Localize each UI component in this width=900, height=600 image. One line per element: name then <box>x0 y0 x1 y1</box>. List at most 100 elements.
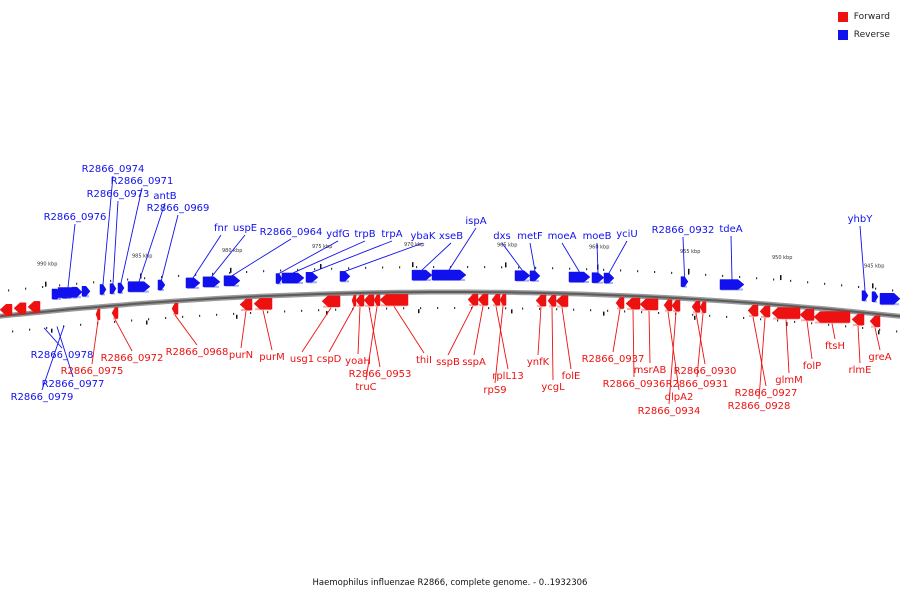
minor-tick-bottom <box>301 309 303 312</box>
reverse-gene-arrow-shade <box>204 285 219 288</box>
forward-gene-label: ftsH <box>825 341 845 352</box>
forward-gene-arrow-shade <box>673 310 679 313</box>
forward-gene-leader <box>262 310 273 351</box>
forward-gene-arrow-shade <box>617 307 623 310</box>
minor-tick-top <box>722 274 724 277</box>
forward-gene-label: truC <box>355 382 376 393</box>
forward-gene-label: R2866_0930 <box>674 366 737 377</box>
reverse-gene-arrow <box>202 276 221 288</box>
reverse-gene-arrow <box>127 281 151 292</box>
minor-tick-bottom <box>641 311 643 314</box>
forward-gene-arrow <box>379 294 409 306</box>
minor-tick-top <box>620 269 622 272</box>
forward-gene-arrow <box>615 297 625 309</box>
forward-gene-label: folE <box>562 371 581 382</box>
minor-tick-bottom <box>420 307 422 310</box>
forward-gene-arrow-shade <box>479 304 487 307</box>
minor-tick-bottom <box>777 319 779 322</box>
minor-tick-bottom <box>794 320 796 323</box>
minor-tick-bottom <box>386 307 388 310</box>
reverse-gene-label: dxs <box>493 231 510 242</box>
reverse-gene-leader <box>41 325 65 391</box>
forward-gene-label: ycgL <box>541 382 565 393</box>
minor-tick-top <box>552 267 554 270</box>
legend-forward: Forward <box>837 8 890 26</box>
forward-gene-arrow <box>0 304 13 316</box>
reverse-gene-label: fnr <box>214 223 229 234</box>
reverse-gene-leader <box>730 235 733 280</box>
forward-gene-arrow <box>625 297 641 310</box>
reverse-gene-arrow <box>879 292 900 305</box>
reverse-gene-arrow-shade <box>593 281 603 284</box>
reverse-gene-label: yciU <box>616 229 638 240</box>
reverse-gene-arrow <box>61 287 73 299</box>
forward-gene-arrow <box>759 305 771 318</box>
minor-tick-top <box>892 289 894 292</box>
forward-gene-arrow-shade <box>323 305 339 308</box>
minor-tick-bottom <box>896 330 898 333</box>
forward-gene-label: R2866_0936 <box>603 379 666 390</box>
forward-gene-arrow <box>351 294 357 307</box>
minor-tick-top <box>331 267 333 270</box>
forward-gene-arrow <box>253 297 273 310</box>
forward-swatch <box>837 12 848 22</box>
reverse-gene-arrow-shade <box>111 292 115 295</box>
forward-gene-arrow <box>321 295 341 307</box>
minor-tick-top <box>348 267 350 270</box>
forward-gene-arrow-shade <box>871 325 879 328</box>
minor-tick-bottom <box>522 307 524 310</box>
forward-gene-label: yoaH <box>345 356 371 367</box>
forward-gene-leader <box>537 306 542 356</box>
minor-tick-bottom <box>692 313 694 316</box>
reverse-gene-arrow <box>568 271 591 283</box>
minor-tick-top <box>195 273 197 276</box>
minor-tick-bottom <box>624 310 626 313</box>
forward-gene-leader <box>632 310 635 378</box>
forward-gene-label: cspD <box>317 354 342 365</box>
reverse-gene-leader <box>67 223 76 288</box>
reverse-gene-label: trpB <box>354 229 375 240</box>
reverse-gene-label: R2866_0976 <box>44 212 107 223</box>
forward-gene-arrow <box>663 299 673 311</box>
reverse-gene-arrow-shade <box>59 296 77 299</box>
reverse-gene-leader <box>448 227 477 271</box>
minor-tick-bottom <box>879 328 881 331</box>
minor-tick-top <box>144 277 146 280</box>
minor-tick-top <box>603 268 605 271</box>
minor-tick-bottom <box>709 314 711 317</box>
forward-gene-arrow <box>639 298 659 311</box>
minor-tick-bottom <box>80 323 82 326</box>
reverse-gene-label: yhbY <box>848 214 874 225</box>
minor-tick-top <box>569 267 571 270</box>
minor-tick-bottom <box>114 320 116 323</box>
forward-gene-leader <box>612 309 621 353</box>
forward-gene-label: greA <box>868 352 891 363</box>
forward-gene-label: R2866_0937 <box>582 354 645 365</box>
forward-gene-label: ynfK <box>527 357 550 368</box>
forward-gene-leader <box>831 323 836 340</box>
forward-gene-arrow <box>13 302 27 315</box>
reverse-gene-label: moeB <box>583 231 612 242</box>
minor-tick-top <box>705 273 707 276</box>
reverse-gene-label: R2866_0977 <box>42 379 105 390</box>
forward-gene-label: glmM <box>775 375 803 386</box>
reverse-gene-leader <box>278 240 339 274</box>
minor-tick-bottom <box>590 309 592 312</box>
major-tick <box>320 264 322 270</box>
reverse-gene-arrow <box>514 270 531 281</box>
forward-gene-leader <box>752 316 767 387</box>
forward-gene-label: R2866_0972 <box>101 353 164 364</box>
minor-tick-bottom <box>505 307 507 310</box>
major-tick <box>45 281 47 287</box>
minor-tick-bottom <box>267 311 269 314</box>
forward-gene-arrow-shade <box>853 323 863 326</box>
major-tick <box>505 262 507 268</box>
reverse-gene-arrow-shade <box>159 288 164 291</box>
forward-gene-arrow <box>869 315 881 327</box>
major-tick-lower <box>326 311 328 316</box>
forward-gene-arrow-shade <box>537 304 545 307</box>
forward-gene-arrow <box>467 293 479 306</box>
minor-tick-top <box>586 268 588 271</box>
tick-label: 990 kbp <box>37 262 57 268</box>
minor-tick-bottom <box>658 311 660 314</box>
